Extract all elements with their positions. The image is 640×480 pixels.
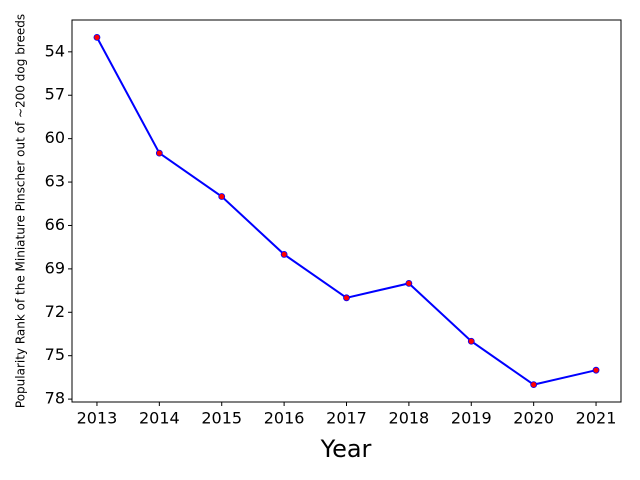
point	[218, 193, 226, 200]
x-tick-label: 2021	[576, 409, 617, 428]
x-tick-label: 2014	[139, 409, 180, 428]
x-tick-label: 2017	[326, 409, 367, 428]
x-tick-label: 2016	[264, 409, 305, 428]
y-tick-label: 63	[45, 172, 65, 191]
plot-frame	[71, 19, 622, 403]
y-tick-label: 75	[45, 345, 65, 364]
y-tick-label: 72	[45, 302, 65, 321]
x-tick-label: 2013	[77, 409, 118, 428]
y-tick-label: 57	[45, 85, 65, 104]
x-tick-label: 2020	[513, 409, 554, 428]
point	[155, 149, 163, 157]
point	[467, 337, 475, 345]
point	[280, 251, 288, 258]
y-tick-label: 54	[45, 41, 65, 60]
point	[592, 366, 600, 374]
y-tick-label: 78	[45, 389, 65, 408]
x-tick-label: 2019	[451, 409, 492, 428]
x-tick-label: 2018	[389, 409, 430, 428]
y-tick-label: 69	[45, 258, 65, 277]
point	[405, 279, 413, 287]
x-tick-label: 2015	[201, 409, 242, 428]
y-axis-label: Popularity Rank of the Miniature Pinsche…	[14, 14, 28, 408]
x-axis-label: Year	[320, 435, 372, 463]
y-tick-label: 60	[45, 128, 65, 147]
y-tick-label: 66	[45, 215, 65, 234]
line	[96, 36, 597, 386]
point	[530, 381, 538, 389]
point	[343, 294, 350, 302]
point	[93, 33, 101, 41]
